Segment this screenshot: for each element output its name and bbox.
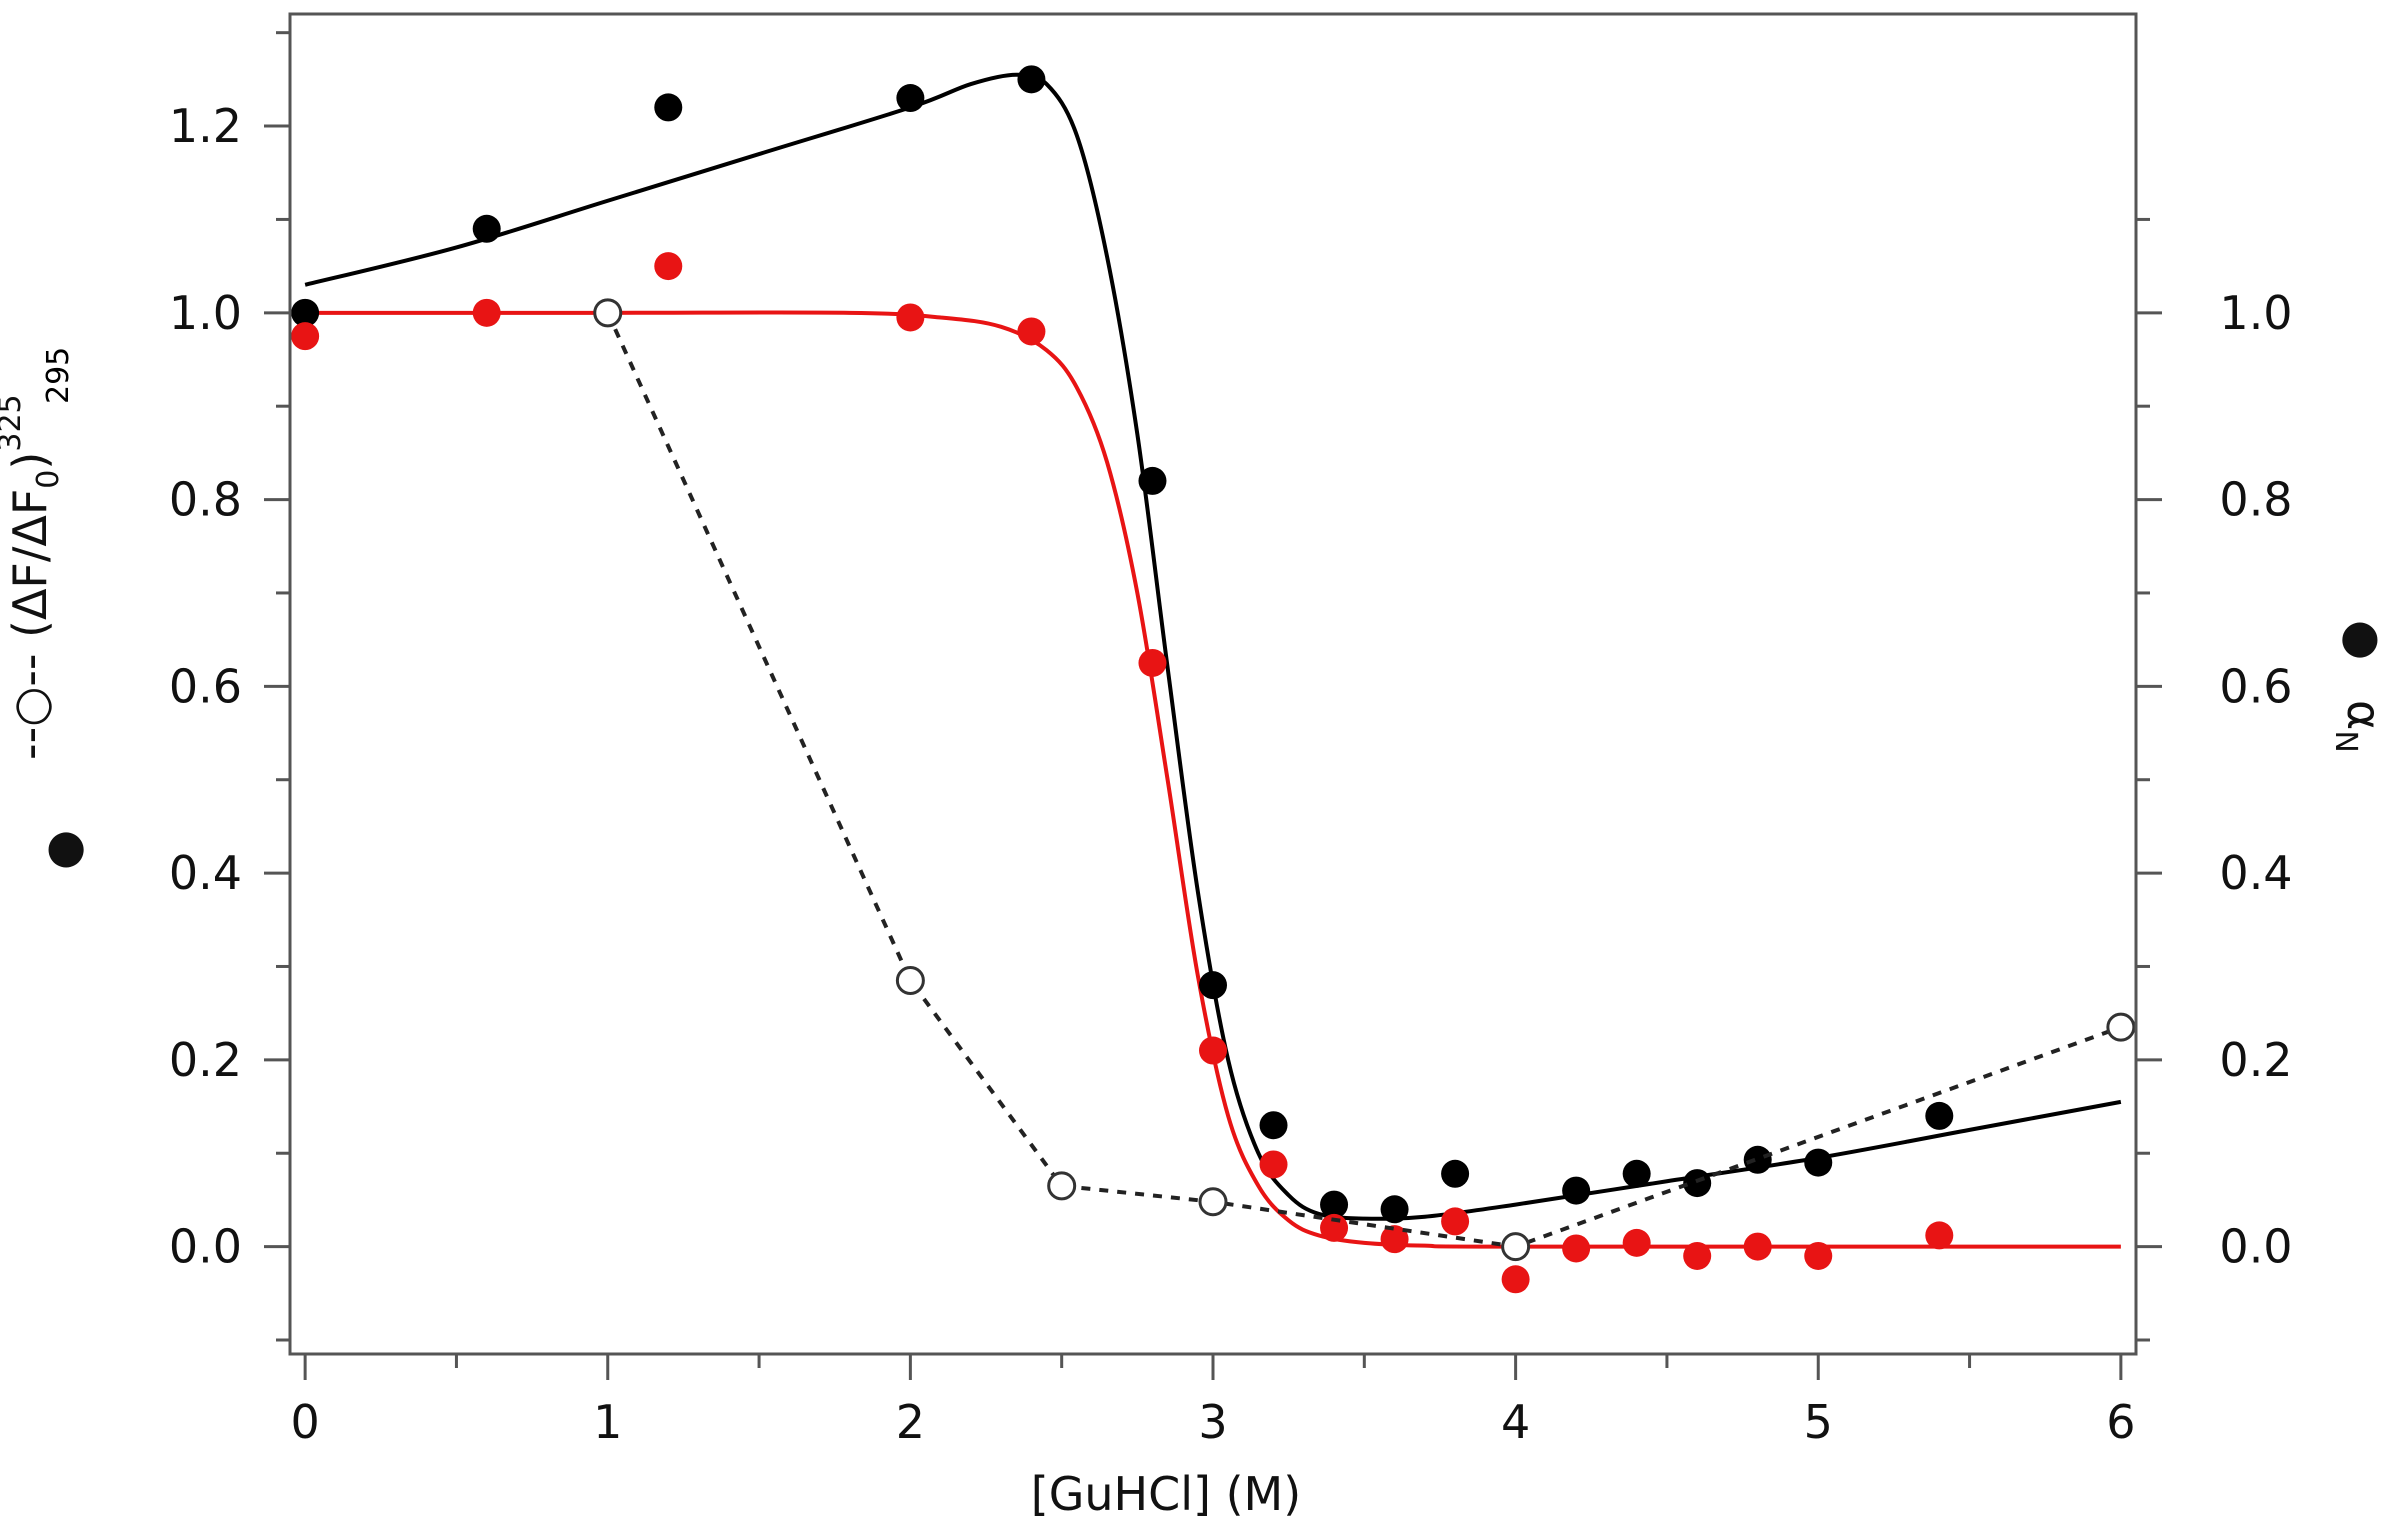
red-data-point bbox=[1683, 1241, 1712, 1270]
open-data-point bbox=[593, 298, 623, 328]
red-data-point bbox=[1441, 1207, 1470, 1236]
x-tick-label: 6 bbox=[2106, 1395, 2135, 1449]
right-axis-alpha: α bbox=[2337, 700, 2391, 730]
red-data-point bbox=[654, 252, 683, 281]
x-axis: 0 1 2 3 4 5 6 bbox=[290, 1354, 2136, 1449]
black-data-point bbox=[1683, 1169, 1712, 1198]
left-axis-label: (ΔF/ΔF0)325 bbox=[0, 394, 66, 638]
left-axis-open-marker: --○-- bbox=[3, 653, 57, 760]
left-y-tick-label: 1.0 bbox=[169, 286, 242, 340]
fit-curves bbox=[304, 72, 2122, 1249]
red-data-point bbox=[291, 322, 320, 351]
right-y-tick-label: 1.0 bbox=[2219, 286, 2292, 340]
black-data-point bbox=[1743, 1145, 1772, 1174]
red-data-point bbox=[1925, 1221, 1954, 1250]
left-y-tick-label: 0.4 bbox=[169, 846, 242, 900]
right-axis-label: αN bbox=[2328, 700, 2391, 753]
red-data-point bbox=[1501, 1265, 1530, 1294]
left-axis-superscript: 325 bbox=[0, 394, 28, 451]
red-data-point bbox=[1259, 1150, 1288, 1179]
left-y-tick-label: 1.2 bbox=[169, 99, 242, 153]
right-y-tick-label: 0.0 bbox=[2219, 1220, 2292, 1274]
red-data-point bbox=[1562, 1234, 1591, 1263]
black-data-point bbox=[1017, 65, 1046, 94]
left-y-tick-label: 0.8 bbox=[169, 473, 242, 527]
black-data-point bbox=[1925, 1101, 1954, 1130]
right-axis-subscript: N bbox=[2328, 730, 2363, 752]
black-fit-line bbox=[304, 72, 2122, 1221]
red-data-point bbox=[472, 298, 501, 327]
red-data-point bbox=[1743, 1232, 1772, 1261]
red-data-point bbox=[896, 303, 925, 332]
open-data-point bbox=[1198, 1187, 1228, 1217]
open-series-dashed-line bbox=[605, 311, 2122, 1249]
black-data-point bbox=[1622, 1159, 1651, 1188]
x-axis-title: [GuHCl] (M) bbox=[1031, 1467, 1301, 1521]
left-y-axis: 0.0 0.2 0.4 0.6 0.8 1.0 1.2 bbox=[169, 31, 290, 1342]
black-data-point bbox=[1804, 1148, 1833, 1177]
right-axis-marker: ● bbox=[2337, 620, 2391, 660]
left-y-tick-label: 0.2 bbox=[169, 1033, 242, 1087]
red-data-point bbox=[1320, 1213, 1349, 1242]
black-data-point bbox=[896, 84, 925, 113]
x-tick-label: 0 bbox=[290, 1395, 319, 1449]
black-data-point bbox=[1380, 1195, 1409, 1224]
left-axis-filled-marker: ● bbox=[35, 830, 89, 870]
right-y-tick-label: 0.6 bbox=[2219, 659, 2292, 713]
black-data-point bbox=[472, 214, 501, 243]
right-y-tick-label: 0.8 bbox=[2219, 473, 2292, 527]
right-axis-title: ● αN bbox=[2328, 620, 2391, 753]
open-data-point bbox=[2106, 1012, 2136, 1042]
right-y-tick-label: 0.2 bbox=[2219, 1033, 2292, 1087]
black-data-point bbox=[1138, 466, 1167, 495]
open-data-point bbox=[1047, 1171, 1077, 1201]
left-axis-prefix: (ΔF/ΔF bbox=[3, 489, 57, 638]
data-points bbox=[291, 65, 2136, 1294]
x-tick-label: 4 bbox=[1501, 1395, 1530, 1449]
open-data-point bbox=[1501, 1232, 1531, 1262]
right-y-axis: 0.0 0.2 0.4 0.6 0.8 1.0 bbox=[2136, 217, 2293, 1342]
red-fit-line bbox=[305, 310, 2121, 1249]
black-data-point bbox=[654, 93, 683, 122]
black-data-point bbox=[291, 298, 320, 327]
right-y-tick-label: 0.4 bbox=[2219, 846, 2292, 900]
x-tick-label: 2 bbox=[896, 1395, 925, 1449]
x-tick-label: 1 bbox=[593, 1395, 622, 1449]
open-data-point bbox=[895, 965, 925, 995]
x-tick-label: 5 bbox=[1804, 1395, 1833, 1449]
black-data-point bbox=[1199, 971, 1227, 1000]
red-data-point bbox=[1380, 1225, 1409, 1254]
black-data-point bbox=[1441, 1159, 1470, 1188]
left-axis-sub0: 0 bbox=[31, 470, 66, 489]
red-data-point bbox=[1138, 648, 1167, 677]
left-axis-title: ● --○-- (ΔF/ΔF0)325 295 bbox=[0, 347, 89, 870]
red-data-point bbox=[1199, 1036, 1227, 1065]
red-data-point bbox=[1017, 317, 1046, 346]
black-data-point bbox=[1562, 1176, 1591, 1205]
black-data-point bbox=[1259, 1111, 1288, 1140]
left-y-tick-label: 0.0 bbox=[169, 1220, 242, 1274]
red-data-point bbox=[1804, 1241, 1833, 1270]
x-tick-label: 3 bbox=[1198, 1395, 1227, 1449]
red-data-point bbox=[1622, 1228, 1651, 1257]
left-axis-close: ) bbox=[3, 452, 57, 470]
left-axis-subscript: 295 bbox=[41, 347, 76, 404]
left-y-tick-label: 0.6 bbox=[169, 659, 242, 713]
black-data-point bbox=[1320, 1190, 1349, 1219]
